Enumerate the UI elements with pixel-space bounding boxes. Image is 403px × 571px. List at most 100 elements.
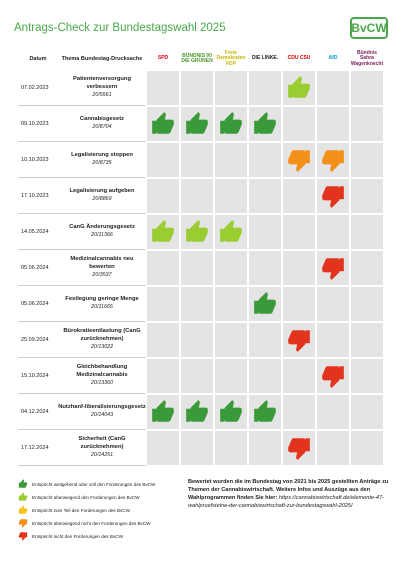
- legend-item: Entspricht weitgehend oder voll den Ford…: [18, 478, 183, 490]
- party-cell: [316, 70, 350, 106]
- rating-icon: [288, 150, 310, 172]
- topic: Legalisierung stoppen: [71, 152, 133, 159]
- party-cell: [282, 430, 316, 466]
- party-cell: [248, 250, 282, 286]
- thumb: [288, 438, 310, 460]
- legend-label: Entspricht zum Teil den Forderungen des …: [32, 507, 130, 513]
- thumb: [186, 220, 208, 242]
- party-cell: [316, 358, 350, 394]
- thumb: [18, 492, 28, 501]
- thumb: [288, 150, 310, 172]
- party-cell: [316, 322, 350, 358]
- legend-label: Entspricht weitgehend oder voll den Ford…: [32, 481, 156, 487]
- party-logo: SPD: [157, 55, 169, 62]
- party-cell: [214, 322, 248, 358]
- party-cell: [248, 358, 282, 394]
- theme-cell: Festlegung geringe Menge 20/11665: [58, 286, 146, 322]
- date-cell: 10.10.2023: [18, 142, 58, 178]
- party-cell: [350, 70, 384, 106]
- theme-cell: CanG Änderungsgesetz 20/11366: [58, 214, 146, 250]
- doc-number: 20/5561: [92, 91, 112, 98]
- party-cell: [248, 322, 282, 358]
- party-cell: [180, 214, 214, 250]
- party-cell: [146, 358, 180, 394]
- topic: Gleichbehandlung Medizinalcannabis: [76, 364, 128, 378]
- legend-label: Entspricht überwiegend nicht den Forderu…: [32, 520, 151, 526]
- party-cell: [146, 430, 180, 466]
- party-cell: [282, 106, 316, 142]
- thumb: [254, 292, 276, 314]
- party-cell: [350, 322, 384, 358]
- doc-number: 20/11665: [91, 303, 113, 310]
- party-logo: BÜNDNIS 90 DIE GRÜNEN: [181, 52, 213, 64]
- header-date: Datum: [29, 55, 47, 62]
- party-cell: [282, 358, 316, 394]
- party-cell: [350, 286, 384, 322]
- party-cell: [316, 430, 350, 466]
- theme-cell: Cannabisgesetz 20/8704: [58, 106, 146, 142]
- rating-icon: [152, 112, 174, 134]
- party-cell: [316, 214, 350, 250]
- party-cell: [146, 142, 180, 178]
- party-cell: [248, 286, 282, 322]
- rating-icon: [288, 330, 310, 352]
- thumb: [254, 112, 276, 134]
- thumb: [186, 112, 208, 134]
- date-cell: 05.06.2024: [18, 250, 58, 286]
- doc-number: 20/14251: [90, 451, 114, 458]
- theme-cell: Patientenversorgung verbessern 20/5561: [58, 70, 146, 106]
- party-cell: [350, 106, 384, 142]
- legend-label: Entspricht nicht den Forderungen des BvC…: [32, 533, 123, 539]
- party-cell: [214, 214, 248, 250]
- thumb: [322, 150, 344, 172]
- thumb: [322, 366, 344, 388]
- party-cell: [180, 106, 214, 142]
- note: Bewertet wurden die im Bundestag von 202…: [188, 478, 390, 510]
- thumb: [288, 76, 310, 98]
- legend-item: Entspricht überwiegend den Forderungen d…: [18, 491, 183, 503]
- party-cell: [248, 142, 282, 178]
- date-cell: 25.09.2024: [18, 322, 58, 358]
- topic: Bürokratieentlastung (CanG zurücknehmen): [63, 328, 141, 342]
- party-cell: [282, 322, 316, 358]
- legend-item: Entspricht nicht den Forderungen des BvC…: [18, 530, 183, 542]
- party-cell: [146, 322, 180, 358]
- party-cell: [282, 70, 316, 106]
- thumb: [254, 400, 276, 422]
- thumb: [220, 400, 242, 422]
- thumb: [18, 519, 28, 528]
- rating-icon: [18, 479, 28, 488]
- topic: Medizinalcannabis neu bewerten: [70, 256, 134, 270]
- rating-icon: [220, 112, 242, 134]
- party-cell: [282, 286, 316, 322]
- date-cell: 17.10.2023: [18, 178, 58, 214]
- party-cell: [350, 142, 384, 178]
- party-cell: [248, 214, 282, 250]
- theme-cell: Gleichbehandlung Medizinalcannabis 20/133…: [58, 358, 146, 394]
- topic: Sicherheit (CanG zurücknehmen): [78, 436, 126, 450]
- topic: Festlegung geringe Menge: [65, 296, 139, 303]
- note-text: Bewertet wurden die im Bundestag von 202…: [188, 479, 389, 502]
- rating-icon: [220, 220, 242, 242]
- party-cell: [248, 430, 282, 466]
- thumb: [152, 400, 174, 422]
- party-cell: [146, 106, 180, 142]
- rating-icon: [18, 492, 28, 501]
- thumb: [322, 186, 344, 208]
- party-cell: [180, 322, 214, 358]
- rating-icon: [18, 519, 28, 528]
- header-theme: Thema Bundestag-Drucksache: [61, 55, 143, 62]
- note-link[interactable]: https://cannabiswirtschaft.de/elemente-4…: [188, 495, 384, 510]
- party-cell: [146, 214, 180, 250]
- party-cell: [214, 142, 248, 178]
- party-cell: [180, 70, 214, 106]
- party-cell: [214, 70, 248, 106]
- rating-icon: [288, 76, 310, 98]
- party-logo: Bündnis Sahra Wagenknecht: [350, 50, 384, 67]
- party-cell: [146, 70, 180, 106]
- legend-item: Entspricht zum Teil den Forderungen des …: [18, 504, 183, 516]
- party-cell: [282, 178, 316, 214]
- party-cell: [248, 394, 282, 430]
- party-cell: [282, 250, 316, 286]
- theme-cell: Legalisierung stoppen 20/8735: [58, 142, 146, 178]
